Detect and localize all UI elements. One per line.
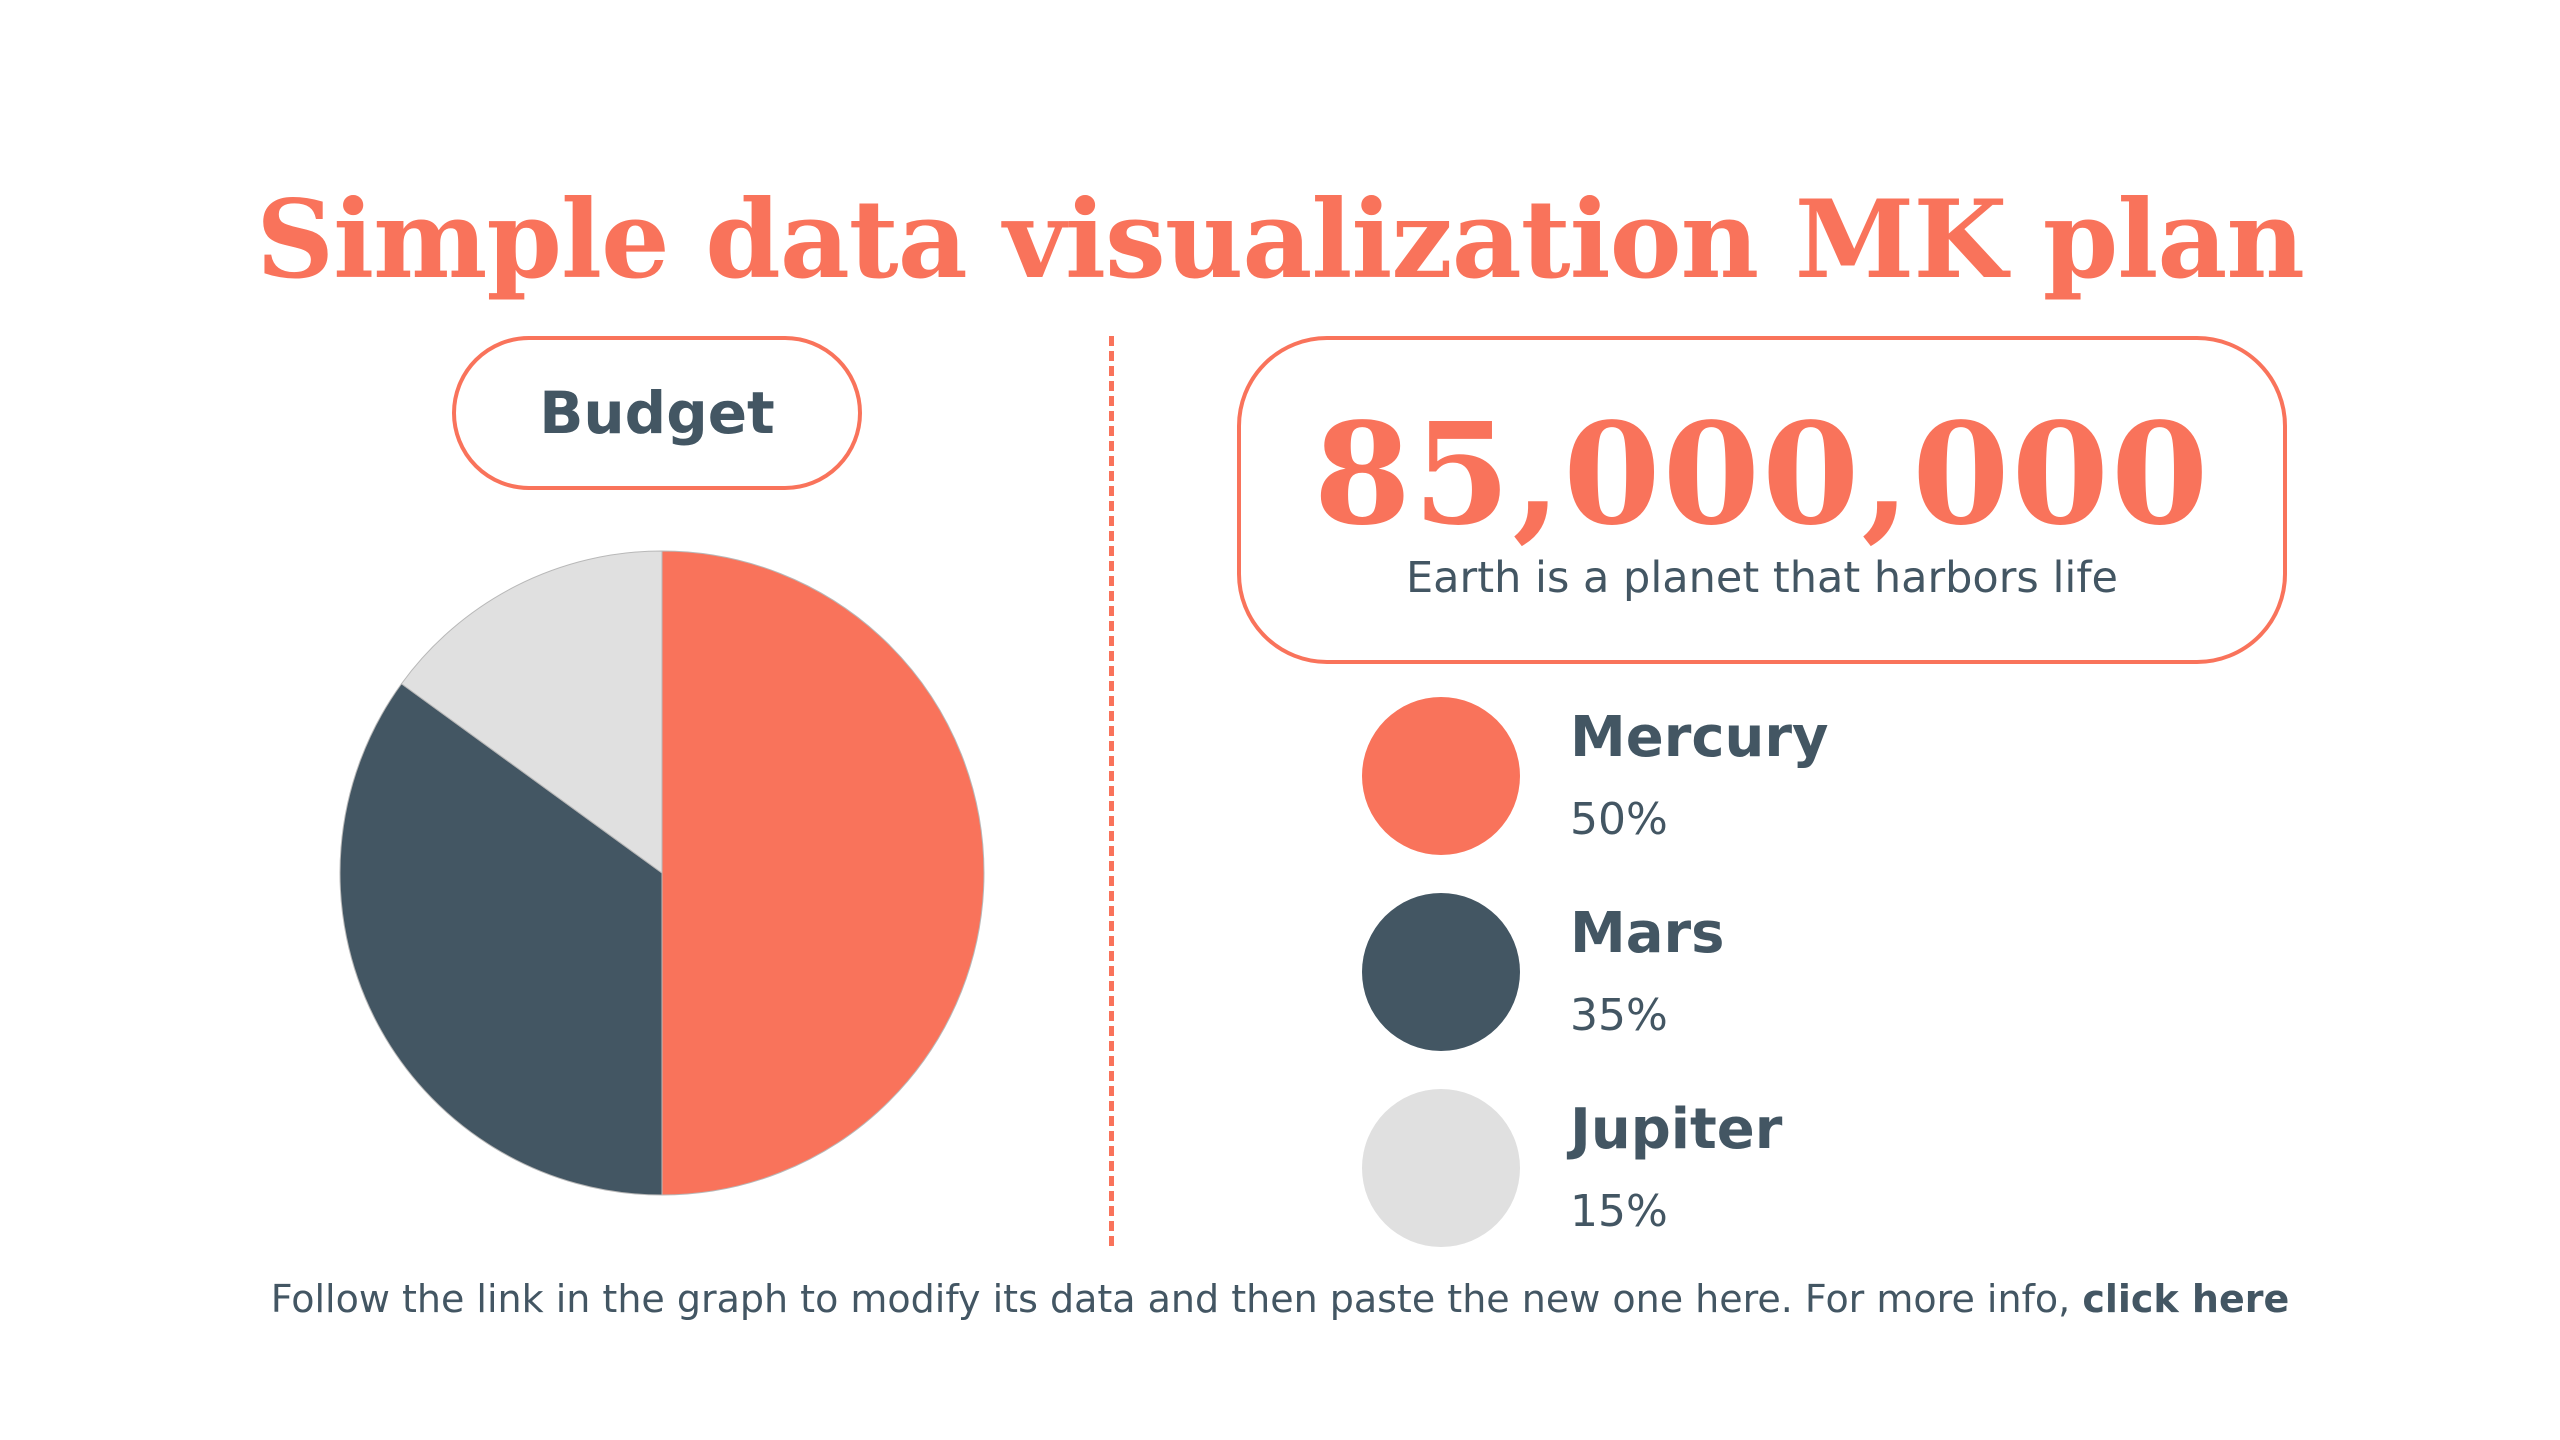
footer-note: Follow the link in the graph to modify i… bbox=[0, 1274, 2560, 1324]
legend-value-mercury: 50% bbox=[1570, 794, 1668, 845]
pie-slice-mercury bbox=[661, 550, 985, 1196]
legend-value-mars: 35% bbox=[1570, 990, 1668, 1041]
page-title: Simple data visualization MK plan bbox=[256, 177, 2305, 303]
legend-swatch-mars bbox=[1362, 893, 1520, 1051]
legend-name-mars: Mars bbox=[1570, 901, 1725, 966]
stat-box: 85,000,000 Earth is a planet that harbor… bbox=[1237, 336, 2287, 664]
legend-item-mars: Mars 35% bbox=[1362, 893, 2062, 1053]
click-here-link[interactable]: click here bbox=[2082, 1277, 2290, 1321]
dashed-divider bbox=[1109, 336, 1114, 1246]
legend-swatch-jupiter bbox=[1362, 1089, 1520, 1247]
stat-number: 85,000,000 bbox=[1313, 393, 2211, 557]
legend-value-jupiter: 15% bbox=[1570, 1186, 1668, 1237]
pie-slice-mars bbox=[339, 683, 663, 1196]
legend-name-jupiter: Jupiter bbox=[1570, 1097, 1783, 1162]
pie-slice-jupiter bbox=[400, 550, 663, 874]
budget-label: Budget bbox=[452, 336, 862, 490]
legend-swatch-mercury bbox=[1362, 697, 1520, 855]
legend-name-mercury: Mercury bbox=[1570, 705, 1829, 770]
stat-caption: Earth is a planet that harbors life bbox=[1406, 553, 2118, 603]
legend-item-mercury: Mercury 50% bbox=[1362, 697, 2062, 857]
footer-text: Follow the link in the graph to modify i… bbox=[270, 1277, 2083, 1321]
pie-chart bbox=[339, 550, 985, 1196]
legend-item-jupiter: Jupiter 15% bbox=[1362, 1089, 2062, 1249]
budget-label-text: Budget bbox=[539, 379, 775, 447]
